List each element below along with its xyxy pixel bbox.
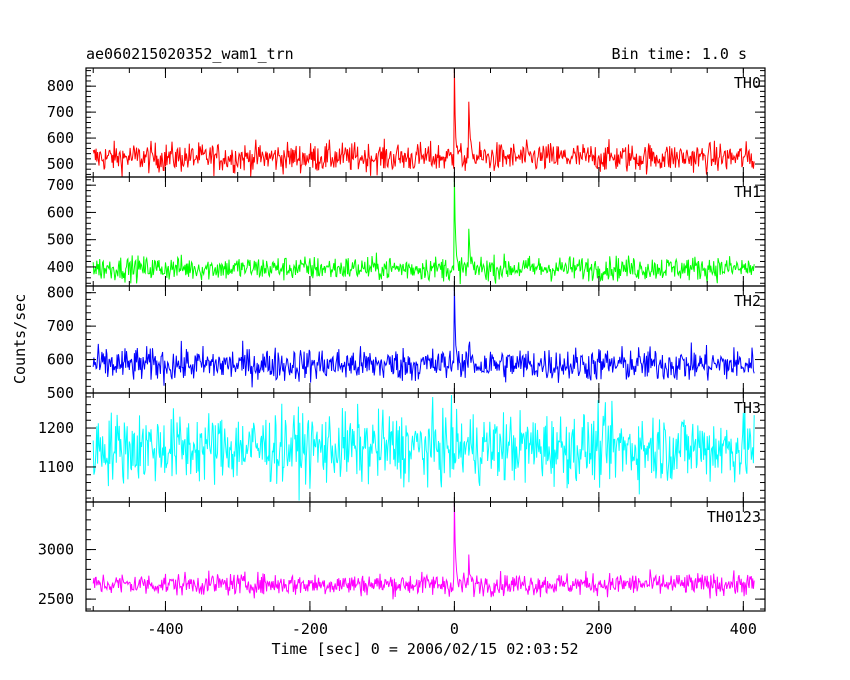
- x-tick-label: 400: [730, 620, 757, 638]
- y-tick-label: 700: [47, 317, 74, 335]
- y-tick-label: 2500: [38, 590, 74, 608]
- x-tick-label: -400: [147, 620, 183, 638]
- y-tick-label: 1100: [38, 458, 74, 476]
- y-tick-label: 400: [47, 258, 74, 276]
- y-tick-label: 800: [47, 77, 74, 95]
- x-tick-label: 200: [585, 620, 612, 638]
- x-tick-label: -200: [292, 620, 328, 638]
- bin-time-label: Bin time: 1.0 s: [611, 45, 747, 63]
- panel-label-th1: TH1: [734, 183, 761, 201]
- panel-frame-th0123: [85, 501, 766, 612]
- y-tick-label: 600: [47, 351, 74, 369]
- series-line-th3: [92, 394, 755, 501]
- y-tick-label: 800: [47, 284, 74, 302]
- y-tick-label: 500: [47, 384, 74, 402]
- y-tick-label: 600: [47, 129, 74, 147]
- chart-title: ae060215020352_wam1_trn: [86, 45, 294, 63]
- panel-label-th0: TH0: [734, 74, 761, 92]
- panel-label-th3: TH3: [734, 399, 761, 417]
- panel-label-th0123: TH0123: [707, 508, 761, 526]
- x-tick-label: 0: [450, 620, 459, 638]
- y-tick-label: 600: [47, 203, 74, 221]
- series-line-th0123: [92, 501, 755, 600]
- y-tick-label: 1200: [38, 419, 74, 437]
- series-line-th1: [92, 176, 755, 285]
- panel-label-th2: TH2: [734, 292, 761, 310]
- y-axis-label: Counts/sec: [11, 293, 29, 384]
- x-axis-label: Time [sec] 0 = 2006/02/15 02:03:52: [271, 640, 579, 658]
- y-tick-label: 500: [47, 231, 74, 249]
- series-line-th0: [92, 67, 755, 177]
- y-tick-label: 700: [47, 103, 74, 121]
- y-tick-label: 700: [47, 176, 74, 194]
- series-line-th2: [92, 285, 755, 388]
- y-tick-label: 3000: [38, 541, 74, 559]
- y-tick-label: 500: [47, 155, 74, 173]
